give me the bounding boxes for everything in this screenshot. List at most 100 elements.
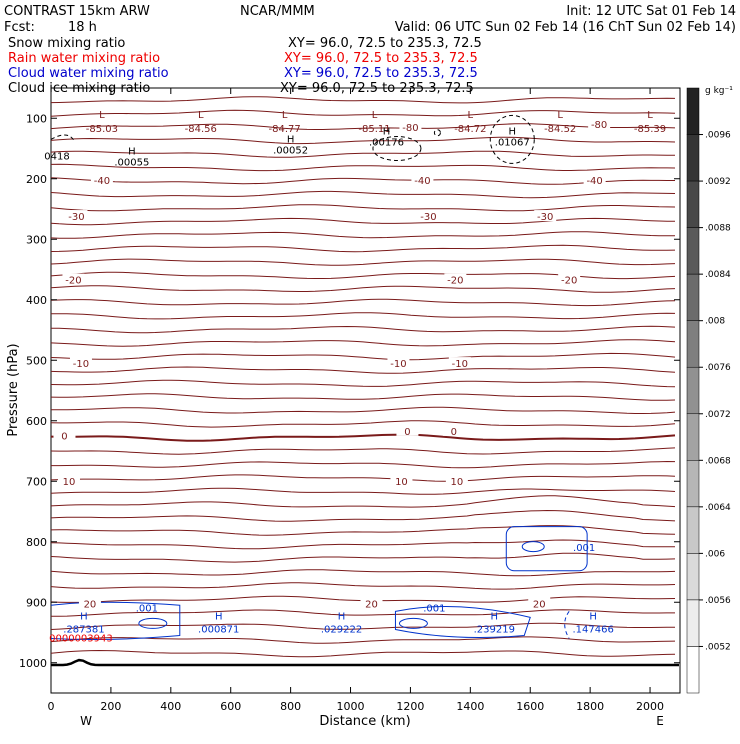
colorbar-swatch [686, 320, 700, 368]
x-tick-label: 1000 [337, 700, 365, 713]
colorbar-swatch [686, 87, 700, 135]
ice-contour [50, 134, 76, 143]
ice-contour [433, 129, 441, 137]
temperature-label-bg [445, 475, 468, 487]
colorbar-label: .006 [705, 549, 725, 559]
colorbar-swatch [686, 506, 700, 554]
cloud-water-high-marker: H [80, 611, 88, 622]
low-marker: L [372, 110, 378, 121]
ice-high-value: 0418 [44, 151, 69, 162]
west-direction-label: W [80, 714, 92, 728]
model-title: CONTRAST 15km ARW [4, 4, 150, 19]
x-tick-label: 0 [48, 700, 55, 713]
isotherm-line [50, 163, 676, 172]
temperature-label: -10 [452, 359, 468, 370]
cloud-water-contour-label: .001 [423, 603, 445, 614]
cloud-water-contour [564, 611, 570, 639]
temperature-label: -20 [65, 276, 81, 287]
cloud-water-high-value: .287381 [63, 624, 104, 635]
ice-high-value: .01067 [495, 137, 530, 148]
forecast-label: Fcst: [4, 20, 35, 35]
colorbar-swatch [686, 553, 700, 601]
isotherm-line [50, 393, 676, 401]
isotherm-line [50, 96, 676, 104]
colorbar-swatch [686, 273, 700, 321]
terrain-line [51, 658, 679, 667]
low-value: -84.56 [185, 124, 217, 135]
temperature-label-bg [588, 118, 611, 130]
temperature-label: -10 [390, 359, 406, 370]
isotherm-line [50, 325, 676, 334]
temperature-label: 0 [451, 427, 457, 438]
isotherm-line [50, 569, 676, 577]
ice-high-value: .00055 [114, 157, 149, 168]
temperature-label-bg [583, 173, 606, 185]
ice-high-marker: H [509, 126, 517, 137]
temperature-label-bg [411, 173, 434, 185]
temperature-label-bg [396, 424, 419, 436]
isotherm-line [50, 636, 676, 644]
colorbar-label: .0068 [705, 456, 731, 466]
temperature-label: -80 [402, 123, 418, 134]
y-tick-label: 400 [26, 294, 47, 307]
isotherm-line [50, 244, 676, 253]
rain-high-value: 0000003943 [49, 634, 113, 645]
isotherm-line [50, 298, 676, 307]
isotherm-line [50, 447, 676, 455]
isotherm-line [50, 204, 676, 212]
isotherm-line [50, 136, 676, 145]
temperature-label: 10 [63, 477, 76, 488]
x-tick-label: 1200 [396, 700, 424, 713]
colorbar-swatch [686, 460, 700, 508]
y-tick-label: 100 [26, 112, 47, 125]
isotherm-line [50, 582, 676, 590]
low-marker: L [198, 110, 204, 121]
ice-high-marker: H [128, 146, 136, 157]
x-tick-label: 1600 [516, 700, 544, 713]
temperature-label: -80 [591, 120, 607, 131]
cloud-water-contour [398, 617, 428, 629]
colorbar-swatch [686, 227, 700, 275]
cloud-water-high-marker: H [338, 611, 346, 622]
x-axis-label: Distance (km) [319, 714, 410, 729]
y-tick-label: 500 [26, 354, 47, 367]
temperature-label: 20 [365, 599, 378, 610]
temperature-label: -20 [447, 276, 463, 287]
x-tick-label: 800 [280, 700, 301, 713]
y-tick-label: 300 [26, 233, 47, 246]
cloud-water-contour-label: .001 [573, 543, 595, 554]
temperature-label-bg [442, 424, 465, 436]
colorbar-swatch [686, 180, 700, 228]
x-tick-label: 1800 [576, 700, 604, 713]
low-value: -84.72 [454, 124, 486, 135]
cloud-ice-contours [50, 114, 535, 164]
colorbar-label: .0084 [705, 270, 731, 280]
temperature-label: -10 [73, 359, 89, 370]
temperature-label: -40 [414, 176, 430, 187]
isotherm-line [50, 539, 676, 550]
cloud-water-high-value: .239219 [474, 624, 515, 635]
organization: NCAR/MMM [240, 4, 315, 19]
x-tick-label: 2000 [636, 700, 664, 713]
ice-high-marker: H [383, 126, 391, 137]
temperature-label-bg [399, 121, 422, 133]
isotherm-line [50, 271, 676, 280]
y-axis-label: Pressure (hPa) [6, 343, 21, 436]
y-tick-label: 700 [26, 475, 47, 488]
temperature-label: -30 [537, 212, 553, 223]
low-marker: L [99, 110, 105, 121]
cloud-water-high-marker: H [491, 611, 499, 622]
low-value: -84.77 [269, 124, 301, 135]
x-tick-label: 600 [220, 700, 241, 713]
colorbar-unit: g kg⁻¹ [705, 86, 733, 96]
isotherm-line [50, 487, 676, 495]
temperature-label-bg [558, 273, 581, 285]
colorbar-swatch [686, 646, 700, 694]
axes: 0 200 400 600 800 1000 1200 1400 1600 1800 2000100… [19, 88, 680, 713]
colorbar-label: .0088 [705, 224, 731, 234]
colorbar-swatch [686, 413, 700, 461]
isotherm-line [51, 609, 675, 617]
isotherm-line [51, 460, 676, 469]
low-marker: L [468, 110, 474, 121]
